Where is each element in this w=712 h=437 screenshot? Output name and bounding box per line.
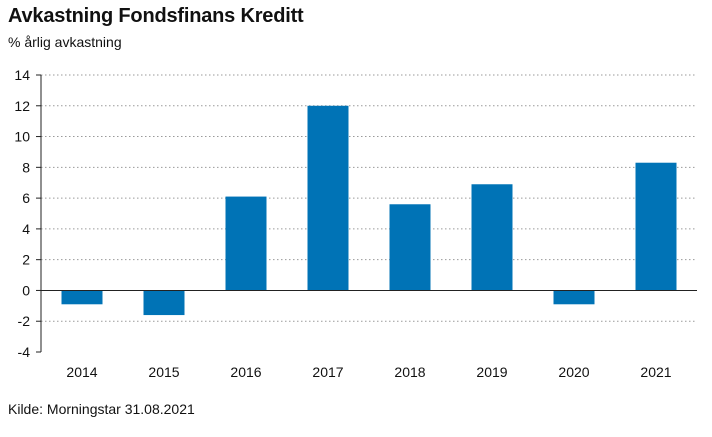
y-tick-label: -4 <box>18 344 31 360</box>
x-tick-label: 2019 <box>476 364 507 380</box>
chart-title: Avkastning Fondsfinans Kreditt <box>8 5 304 27</box>
x-tick-label: 2020 <box>558 364 589 380</box>
x-tick-label: 2017 <box>312 364 343 380</box>
x-tick-label: 2018 <box>394 364 425 380</box>
bar-2014 <box>61 290 103 305</box>
chart-subtitle: % årlig avkastning <box>8 34 122 50</box>
bar-2016 <box>225 196 267 291</box>
bar-2020 <box>553 290 595 305</box>
y-tick-label: 2 <box>22 252 30 268</box>
x-tick-label: 2015 <box>148 364 179 380</box>
bar-2015 <box>143 290 185 316</box>
bar-2018 <box>389 204 431 291</box>
bar-2017 <box>307 105 349 291</box>
y-tick-label: 8 <box>22 159 30 175</box>
bar-2019 <box>471 184 513 291</box>
y-tick-label: 12 <box>14 98 30 114</box>
bar-2021 <box>635 162 677 291</box>
x-tick-label: 2014 <box>66 364 97 380</box>
x-tick-label: 2021 <box>640 364 671 380</box>
y-tick-label: 10 <box>14 129 30 145</box>
y-tick-label: 0 <box>22 282 30 298</box>
y-tick-label: 14 <box>14 67 30 83</box>
x-tick-label: 2016 <box>230 364 261 380</box>
y-tick-label: 6 <box>22 190 30 206</box>
y-tick-label: 4 <box>22 221 30 237</box>
y-tick-label: -2 <box>18 313 31 329</box>
source-note: Kilde: Morningstar 31.08.2021 <box>8 401 195 417</box>
